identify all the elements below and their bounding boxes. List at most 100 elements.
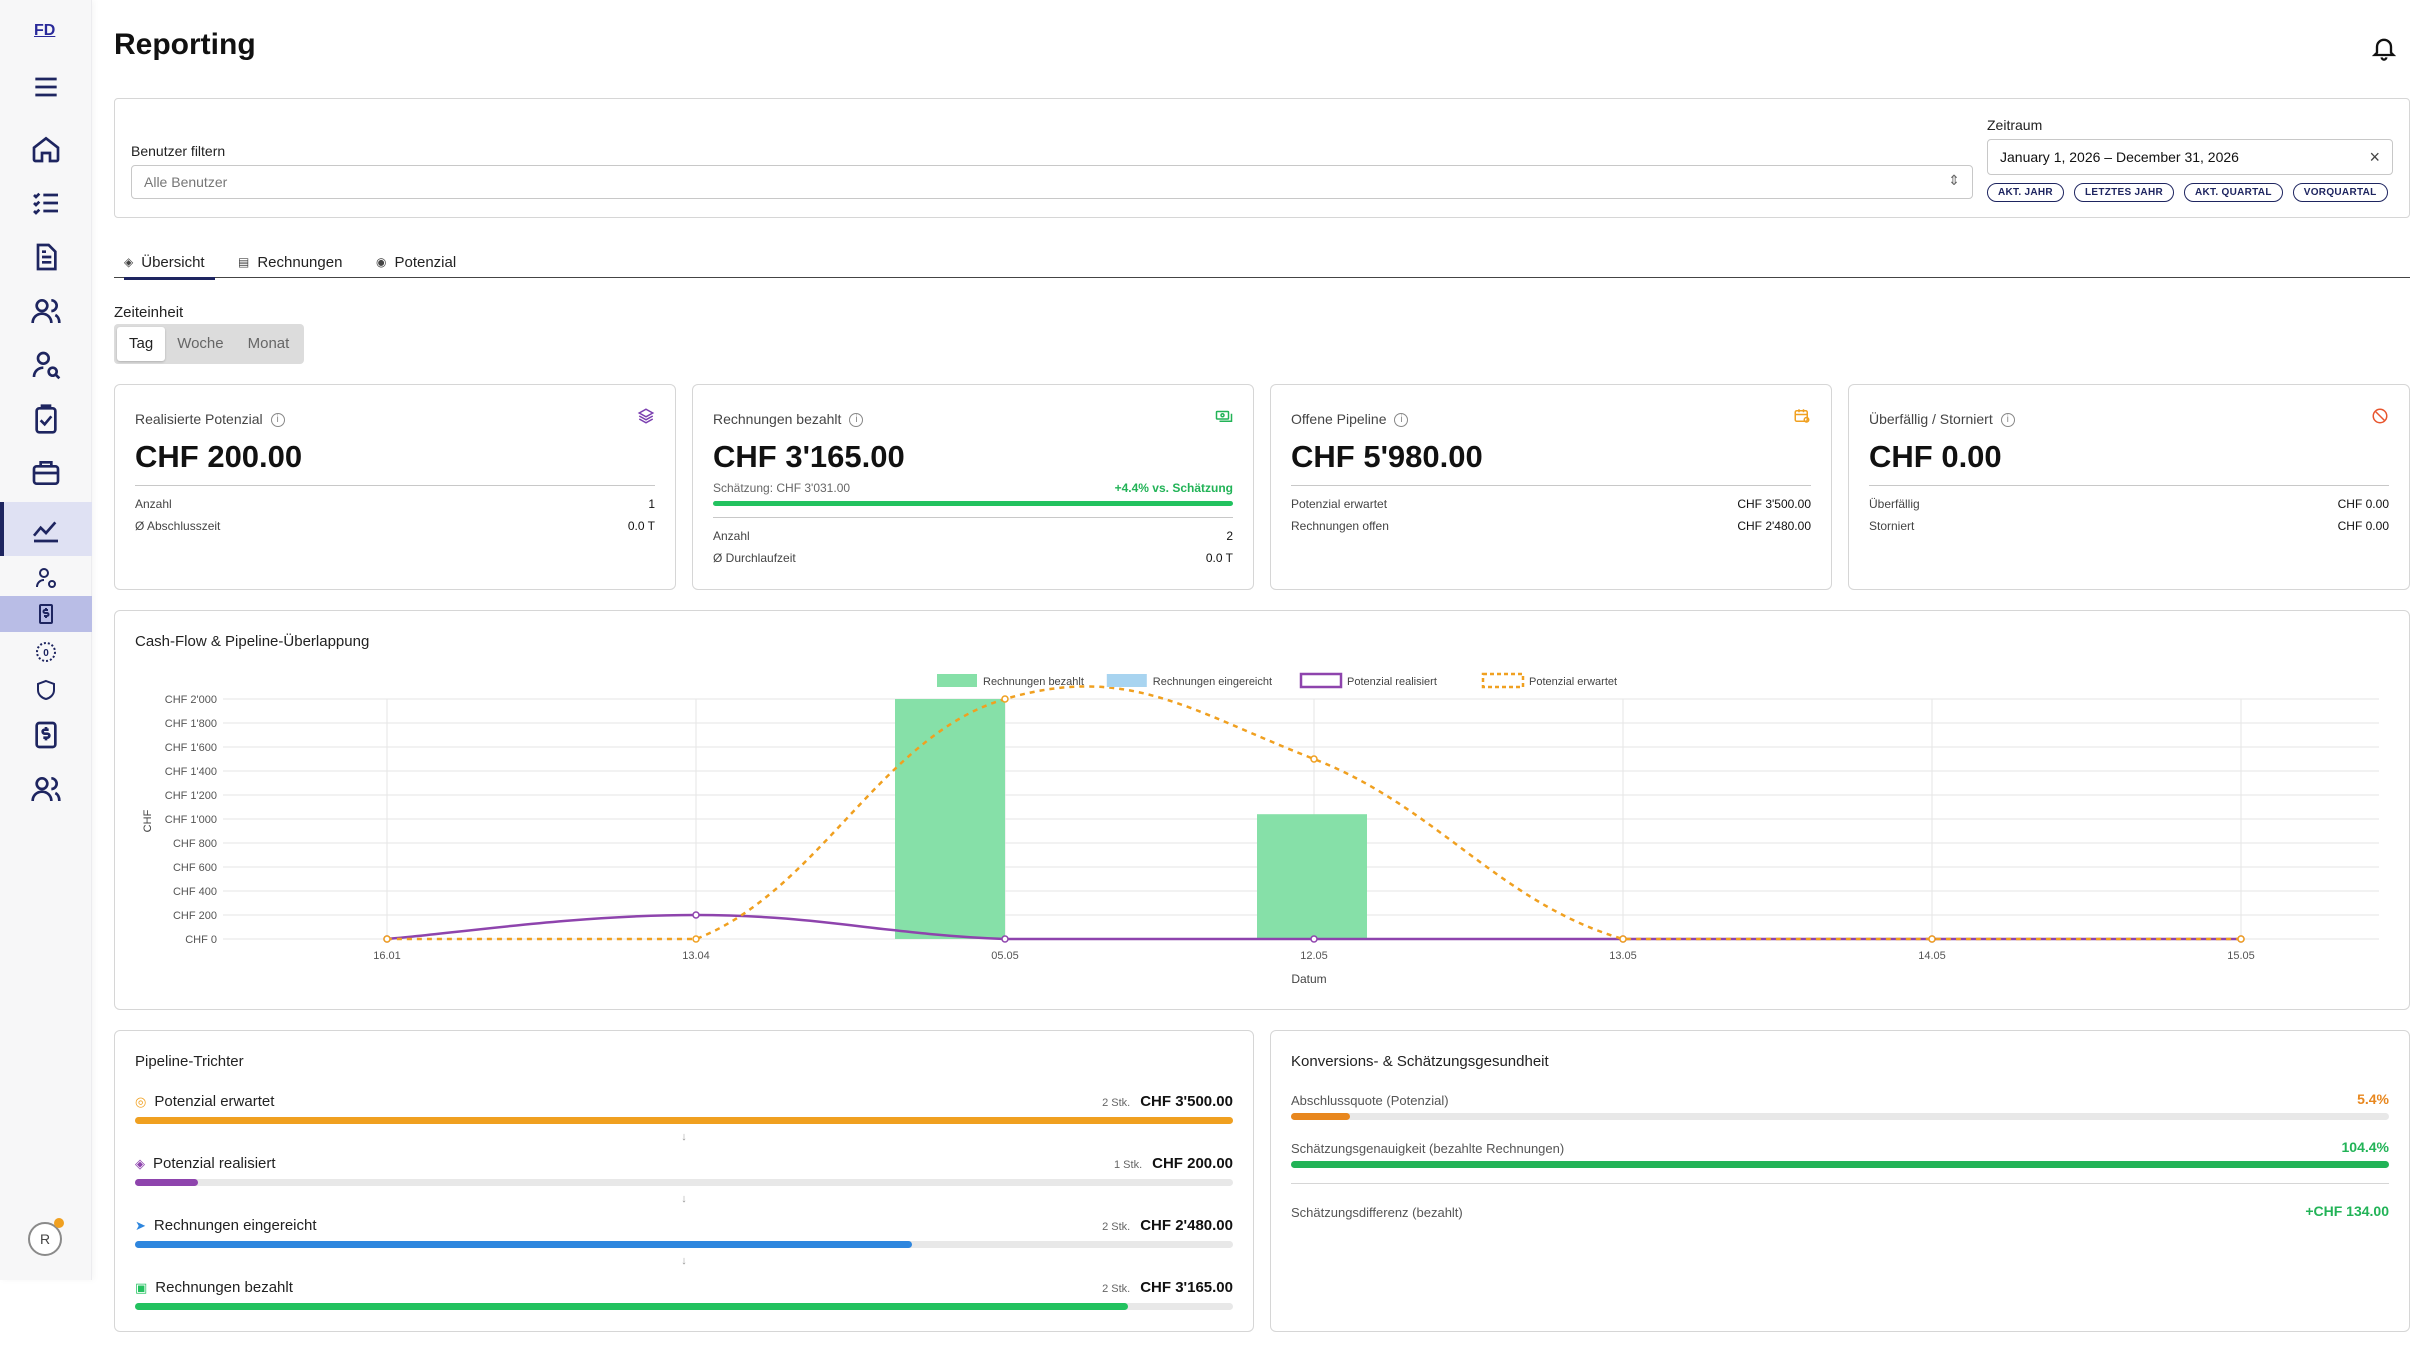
- conversion-fill: [1291, 1161, 2389, 1168]
- legend-swatch-potenzial-realisiert: [1299, 672, 1343, 689]
- kpi-title: Überfällig / Storniert i: [1869, 411, 2015, 428]
- time-unit-month[interactable]: Monat: [247, 335, 290, 352]
- estimate-row: Schätzung: CHF 3'031.00 +4.4% vs. Schätzu…: [713, 481, 1233, 495]
- funnel-count: 2 Stk.: [1102, 1097, 1131, 1109]
- document-icon[interactable]: [0, 232, 92, 282]
- funnel-track: [135, 1179, 1233, 1186]
- user-filter-value: Alle Benutzer: [144, 174, 228, 190]
- money-icon: [1215, 407, 1233, 425]
- user-filter-select[interactable]: Alle Benutzer ⇕: [131, 165, 1973, 199]
- kpi-value: CHF 200.00: [135, 439, 303, 474]
- kpi-row: Ø Durchlaufzeit 0.0 T: [713, 551, 1233, 565]
- kpi-row: Überfällig CHF 0.00: [1869, 497, 2389, 511]
- funnel-label-text: Potenzial realisiert: [153, 1155, 276, 1172]
- conversion-value: 104.4%: [2341, 1139, 2389, 1155]
- funnel-label-text: Rechnungen bezahlt: [155, 1279, 293, 1296]
- chip-current-quarter[interactable]: AKT. QUARTAL: [2184, 183, 2283, 202]
- chart-title: Cash-Flow & Pipeline-Überlappung: [135, 633, 370, 650]
- funnel-row: ▣ Rechnungen bezahlt 2 Stk. CHF 3'165.00: [135, 1279, 1233, 1319]
- kpi-row-label: Storniert: [1869, 519, 1915, 533]
- team-icon[interactable]: [0, 764, 92, 814]
- user-pin-icon[interactable]: [0, 560, 92, 596]
- funnel-label: ◈ Potenzial realisiert: [135, 1155, 276, 1172]
- kpi-row-label: Anzahl: [135, 497, 172, 511]
- tab-label: Rechnungen: [257, 253, 343, 271]
- funnel-label-text: Rechnungen eingereicht: [153, 1217, 317, 1234]
- funnel-arrow-icon: ↓: [681, 1131, 687, 1143]
- tab-invoices[interactable]: ▤ Rechnungen: [238, 248, 342, 276]
- kpi-row: Anzahl 1: [135, 497, 655, 511]
- org-logo[interactable]: FD: [34, 22, 56, 39]
- user-search-icon[interactable]: [0, 340, 92, 390]
- divider: [135, 485, 655, 486]
- send-icon: ➤: [135, 1217, 146, 1233]
- kpi-row: Ø Abschlusszeit 0.0 T: [135, 519, 655, 533]
- zero-badge-icon[interactable]: 0: [0, 634, 92, 670]
- receipt-icon[interactable]: [0, 710, 92, 760]
- funnel-track: [135, 1303, 1233, 1310]
- bell-icon[interactable]: [2364, 28, 2404, 68]
- legend-swatch-rechnungen-bezahlt: [937, 674, 977, 687]
- y-tick-label: CHF 0: [185, 934, 217, 946]
- tab-potential[interactable]: ◉ Potenzial: [376, 248, 456, 276]
- funnel-amount-value: CHF 3'500.00: [1140, 1093, 1233, 1110]
- funnel-count: 2 Stk.: [1102, 1283, 1131, 1295]
- point-potenzial-erwartet: [2237, 935, 2245, 943]
- tab-overview[interactable]: ◈ Übersicht: [124, 248, 215, 280]
- home-icon[interactable]: [0, 124, 92, 174]
- reporting-icon[interactable]: [0, 502, 92, 556]
- y-tick-label: CHF 400: [173, 886, 217, 898]
- time-unit-week[interactable]: Woche: [177, 335, 224, 352]
- kpi-row: Anzahl 2: [713, 529, 1233, 543]
- funnel-label: ◎ Potenzial erwartet: [135, 1093, 274, 1110]
- time-unit-label: Zeiteinheit: [114, 304, 184, 321]
- layers-icon: ◈: [124, 255, 134, 269]
- target-icon: ◎: [135, 1093, 147, 1109]
- kpi-row: Storniert CHF 0.00: [1869, 519, 2389, 533]
- y-tick-label: CHF 1'200: [165, 790, 217, 802]
- briefcase-icon[interactable]: [0, 448, 92, 498]
- legend-swatch-rechnungen-eingereicht: [1106, 674, 1147, 687]
- funnel-track: [135, 1117, 1233, 1124]
- chip-last-year[interactable]: LETZTES JAHR: [2073, 183, 2174, 202]
- period-value: January 1, 2026 – December 31, 2026: [2000, 149, 2239, 165]
- period-input[interactable]: January 1, 2026 – December 31, 2026 ×: [1987, 139, 2393, 175]
- avatar[interactable]: R: [28, 1222, 62, 1256]
- kpi-card-overdue: Überfällig / Storniert i CHF 0.00 Überfäl…: [1848, 384, 2410, 590]
- x-tick-label: 12.05: [1300, 950, 1328, 962]
- funnel-count: 2 Stk.: [1102, 1221, 1131, 1233]
- money-icon: ▣: [135, 1279, 148, 1295]
- bar-rechnungen-bezahlt: [1257, 814, 1367, 939]
- conversion-panel: Konversions- & Schätzungsgesundheit Absc…: [1270, 1030, 2410, 1332]
- funnel-fill: [135, 1303, 1128, 1310]
- chip-current-year[interactable]: AKT. JAHR: [1987, 183, 2064, 202]
- menu-icon[interactable]: [0, 62, 92, 112]
- calendar-money-icon: [1793, 407, 1811, 425]
- kpi-row-value: CHF 0.00: [2337, 497, 2389, 511]
- page-title: Reporting: [114, 28, 256, 61]
- legend-swatch-potenzial-erwartet: [1481, 672, 1525, 689]
- cashflow-chart: CHF 0 CHF 200 CHF 400 CHF 600 CHF 800 CHF 1'0…: [142, 672, 2379, 986]
- kpi-row-value: 0.0 T: [627, 519, 655, 533]
- chip-previous-quarter[interactable]: VORQUARTAL: [2292, 183, 2388, 202]
- time-unit-day[interactable]: Tag: [117, 327, 166, 361]
- task-list-icon[interactable]: [0, 178, 92, 228]
- info-icon[interactable]: i: [849, 413, 864, 428]
- kpi-row-label: Anzahl: [713, 529, 750, 543]
- info-icon[interactable]: i: [1394, 413, 1409, 428]
- info-icon[interactable]: i: [2000, 413, 2015, 428]
- legend-label-rechnungen-eingereicht: Rechnungen eingereicht: [1153, 676, 1272, 688]
- info-icon[interactable]: i: [270, 413, 285, 428]
- target-icon: ◉: [376, 255, 387, 269]
- kpi-row-label: Ø Abschlusszeit: [135, 519, 221, 533]
- layers-icon: ◈: [135, 1155, 145, 1171]
- clipboard-icon[interactable]: [0, 394, 92, 444]
- period-label: Zeitraum: [1987, 117, 2043, 133]
- kpi-row-value: CHF 0.00: [2337, 519, 2389, 533]
- notification-dot: [54, 1218, 64, 1228]
- contacts-icon[interactable]: [0, 286, 92, 336]
- clear-icon[interactable]: ×: [2369, 147, 2380, 167]
- shield-icon[interactable]: [0, 672, 92, 708]
- invoice-icon[interactable]: [0, 596, 92, 632]
- kpi-row-value: 2: [1226, 529, 1233, 543]
